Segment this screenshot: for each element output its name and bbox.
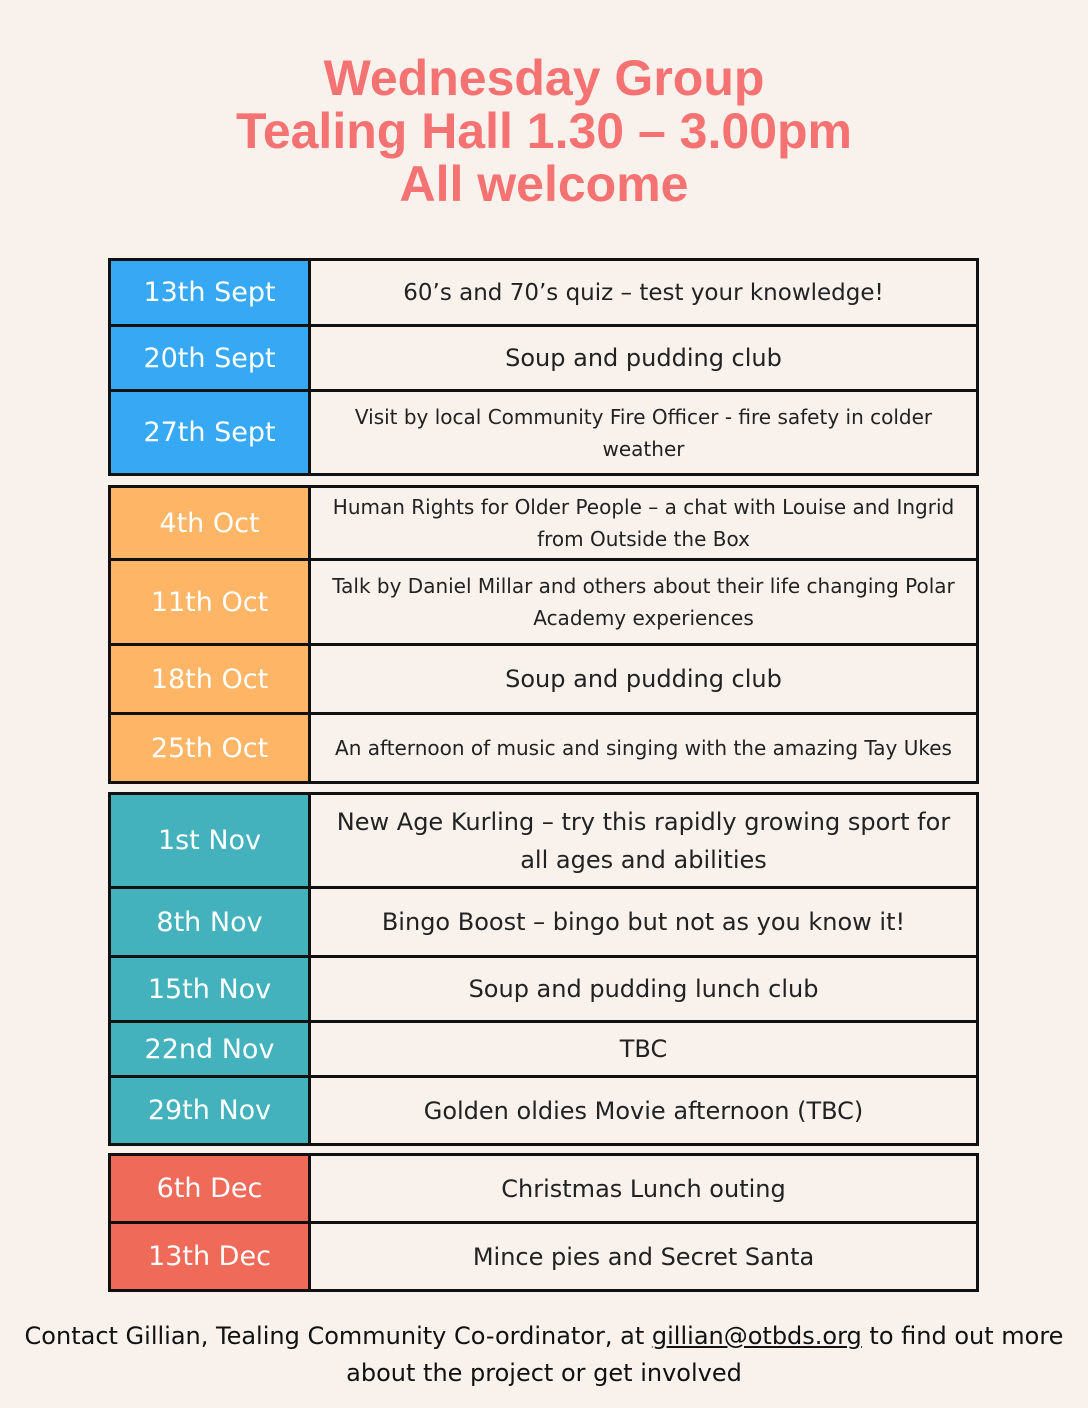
table-row: 8th Nov Bingo Boost – bingo but not as y… — [111, 886, 976, 955]
title-line-group: Wednesday Group — [323, 50, 765, 106]
event-cell: 60’s and 70’s quiz – test your knowledge… — [403, 279, 884, 306]
date-cell: 6th Dec — [111, 1156, 311, 1221]
event-cell: Bingo Boost – bingo but not as you know … — [381, 908, 906, 936]
event-cell: Christmas Lunch outing — [501, 1174, 786, 1203]
event-cell: Soup and pudding club — [505, 344, 782, 372]
title-line-welcome: All welcome — [399, 156, 689, 212]
table-row: 11th Oct Talk by Daniel Millar and other… — [111, 558, 976, 643]
event-cell: Soup and pudding lunch club — [468, 975, 819, 1003]
event-cell: TBC — [619, 1035, 668, 1063]
event-cell: Golden oldies Movie afternoon (TBC) — [423, 1096, 864, 1125]
date-cell: 18th Oct — [111, 646, 311, 712]
footer-text-after: to find out more about the project or ge… — [346, 1322, 1064, 1387]
page-title: Wednesday Group Tealing Hall 1.30 – 3.00… — [0, 52, 1088, 211]
november-schedule-table: 1st Nov New Age Kurling – try this rapid… — [108, 792, 979, 1146]
date-cell: 1st Nov — [111, 795, 311, 886]
date-cell: 11th Oct — [111, 561, 311, 643]
date-cell: 13th Dec — [111, 1224, 311, 1289]
table-row: 29th Nov Golden oldies Movie afternoon (… — [111, 1075, 976, 1143]
table-row: 22nd Nov TBC — [111, 1020, 976, 1075]
september-schedule-table: 13th Sept 60’s and 70’s quiz – test your… — [108, 258, 979, 476]
december-schedule-table: 6th Dec Christmas Lunch outing 13th Dec … — [108, 1153, 979, 1292]
footer-text-before: Contact Gillian, Tealing Community Co-or… — [24, 1322, 652, 1350]
date-cell: 22nd Nov — [111, 1023, 311, 1075]
event-cell: Talk by Daniel Millar and others about t… — [332, 574, 955, 630]
table-row: 6th Dec Christmas Lunch outing — [111, 1156, 976, 1221]
table-row: 13th Dec Mince pies and Secret Santa — [111, 1221, 976, 1289]
event-cell: An afternoon of music and singing with t… — [335, 736, 952, 760]
table-row: 20th Sept Soup and pudding club — [111, 324, 976, 389]
event-cell: Soup and pudding club — [505, 665, 782, 693]
table-row: 4th Oct Human Rights for Older People – … — [111, 488, 976, 558]
event-cell: Mince pies and Secret Santa — [472, 1242, 815, 1271]
october-schedule-table: 4th Oct Human Rights for Older People – … — [108, 485, 979, 784]
table-row: 15th Nov Soup and pudding lunch club — [111, 955, 976, 1020]
email-link[interactable]: gillian@otbds.org — [651, 1322, 862, 1350]
table-row: 25th Oct An afternoon of music and singi… — [111, 712, 976, 781]
table-row: 1st Nov New Age Kurling – try this rapid… — [111, 795, 976, 886]
contact-footer: Contact Gillian, Tealing Community Co-or… — [20, 1318, 1068, 1392]
date-cell: 29th Nov — [111, 1078, 311, 1143]
table-row: 27th Sept Visit by local Community Fire … — [111, 389, 976, 473]
table-row: 13th Sept 60’s and 70’s quiz – test your… — [111, 261, 976, 324]
date-cell: 13th Sept — [111, 261, 311, 324]
date-cell: 8th Nov — [111, 889, 311, 955]
date-cell: 15th Nov — [111, 958, 311, 1020]
event-cell: New Age Kurling – try this rapidly growi… — [336, 807, 951, 874]
event-cell: Visit by local Community Fire Officer - … — [354, 404, 933, 461]
event-cell: Human Rights for Older People – a chat w… — [332, 495, 955, 551]
title-line-venue-time: Tealing Hall 1.30 – 3.00pm — [235, 103, 852, 159]
date-cell: 20th Sept — [111, 327, 311, 389]
date-cell: 27th Sept — [111, 392, 311, 473]
date-cell: 4th Oct — [111, 488, 311, 558]
date-cell: 25th Oct — [111, 715, 311, 781]
table-row: 18th Oct Soup and pudding club — [111, 643, 976, 712]
